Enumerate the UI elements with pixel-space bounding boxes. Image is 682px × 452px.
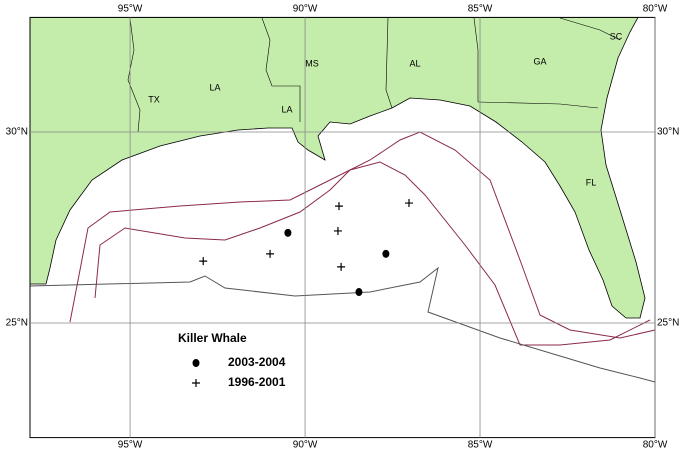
region-label: SC — [610, 31, 623, 41]
x-tick-label: 95°W — [118, 440, 143, 451]
region-label: TX — [148, 94, 160, 104]
y-tick-label: 25°N — [657, 318, 679, 329]
region-label: GA — [533, 56, 546, 66]
x-tick-label: 85°W — [468, 4, 493, 15]
sighting-plus — [266, 249, 275, 258]
sighting-plus — [333, 226, 342, 235]
sighting-dot — [355, 288, 363, 297]
x-tick-label: 90°W — [293, 440, 318, 451]
region-label: FL — [586, 177, 597, 187]
legend-title: Killer Whale — [178, 331, 247, 345]
sighting-dot — [284, 228, 292, 237]
x-tick-label: 85°W — [468, 440, 493, 451]
sighting-plus — [337, 262, 346, 271]
legend-marker — [192, 359, 200, 367]
sighting-dot — [382, 249, 390, 258]
borders — [127, 17, 621, 133]
sighting-plus — [404, 199, 413, 208]
y-tick-label: 25°N — [6, 318, 28, 329]
region-label: LA — [209, 82, 220, 92]
legend-label: 2003-2004 — [228, 355, 286, 369]
sighting-plus — [199, 257, 208, 266]
region-label: MS — [305, 58, 319, 68]
sighting-plus — [335, 202, 344, 211]
x-tick-label: 80°W — [643, 440, 668, 451]
x-tick-label: 95°W — [118, 4, 143, 15]
legend-marker — [192, 379, 200, 387]
contours — [29, 131, 656, 383]
land — [29, 17, 646, 319]
x-tick-label: 90°W — [293, 4, 318, 15]
y-tick-label: 30°N — [657, 127, 679, 138]
x-tick-label: 80°W — [643, 4, 668, 15]
region-label: LA — [281, 104, 292, 114]
legend-label: 1996-2001 — [228, 375, 286, 389]
y-tick-label: 30°N — [6, 127, 28, 138]
region-label: AL — [409, 58, 420, 68]
